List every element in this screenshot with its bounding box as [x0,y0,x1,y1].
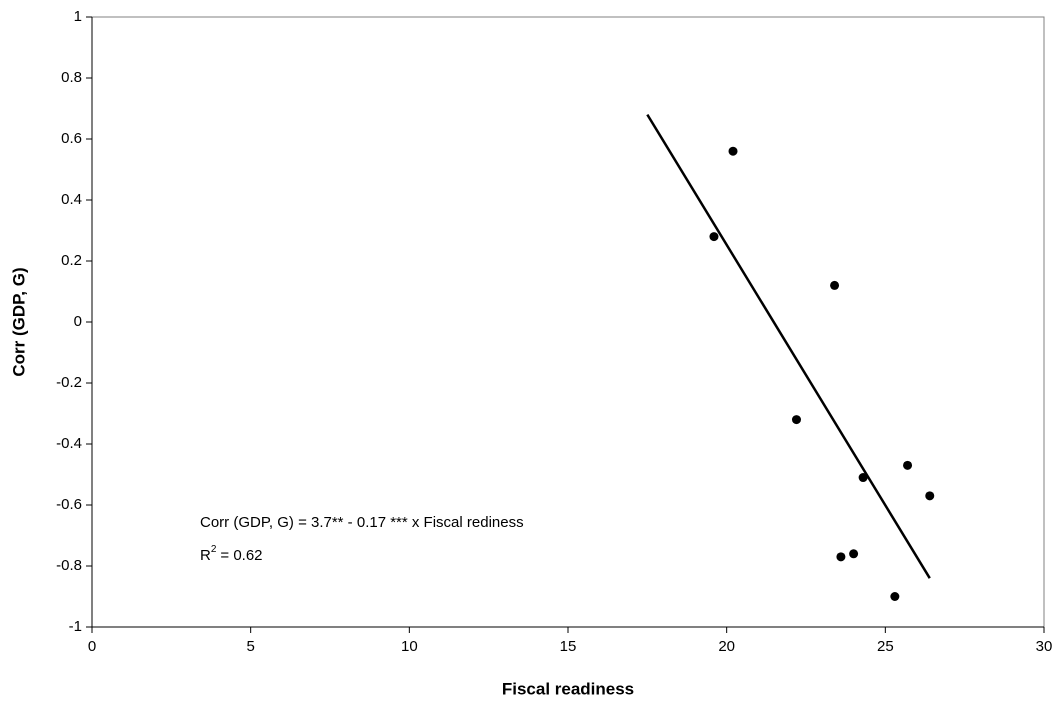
trendline [646,113,931,579]
y-tick-label: -1 [69,618,82,635]
scatter-point [890,592,900,601]
scatter-point [709,232,719,242]
scatter-point [830,280,840,290]
y-tick-label: 0.6 [61,130,82,147]
y-tick-label: 0.4 [61,191,82,208]
r2-base: R [200,547,211,564]
y-tick-label: 1 [74,8,82,25]
scatter-point [791,415,801,425]
x-tick-label: 5 [246,638,254,655]
x-tick-label: 20 [718,638,735,655]
y-tick-label: 0.8 [61,69,82,86]
scatter-point [858,473,868,483]
x-tick-label: 30 [1036,638,1053,655]
y-tick-label: -0.6 [56,496,82,513]
x-tick-label: 15 [560,638,577,655]
scatter-point [836,552,846,562]
y-tick-label: -0.2 [56,374,82,391]
x-tick-label: 10 [401,638,418,655]
x-tick-label: 0 [88,638,96,655]
y-tick-label: -0.8 [56,557,82,574]
r2-sup: 2 [211,544,217,555]
r2-annotation: R2 = 0.62 [200,544,263,564]
x-tick-label: 25 [877,638,894,655]
y-tick-label: -0.4 [56,435,82,452]
y-tick-label: 0.2 [61,252,82,269]
scatter-point [849,549,859,559]
scatter-point [925,491,935,501]
scatter-point [903,460,913,470]
scatter-point [728,146,738,156]
x-axis-title: Fiscal readiness [502,679,634,698]
r2-text: = 0.62 [220,547,262,564]
y-tick-label: 0 [74,313,82,330]
y-axis-title: Corr (GDP, G) [9,267,28,376]
equation-annotation: Corr (GDP, G) = 3.7** - 0.17 *** x Fisca… [200,514,524,531]
plot-frame [92,16,1045,627]
